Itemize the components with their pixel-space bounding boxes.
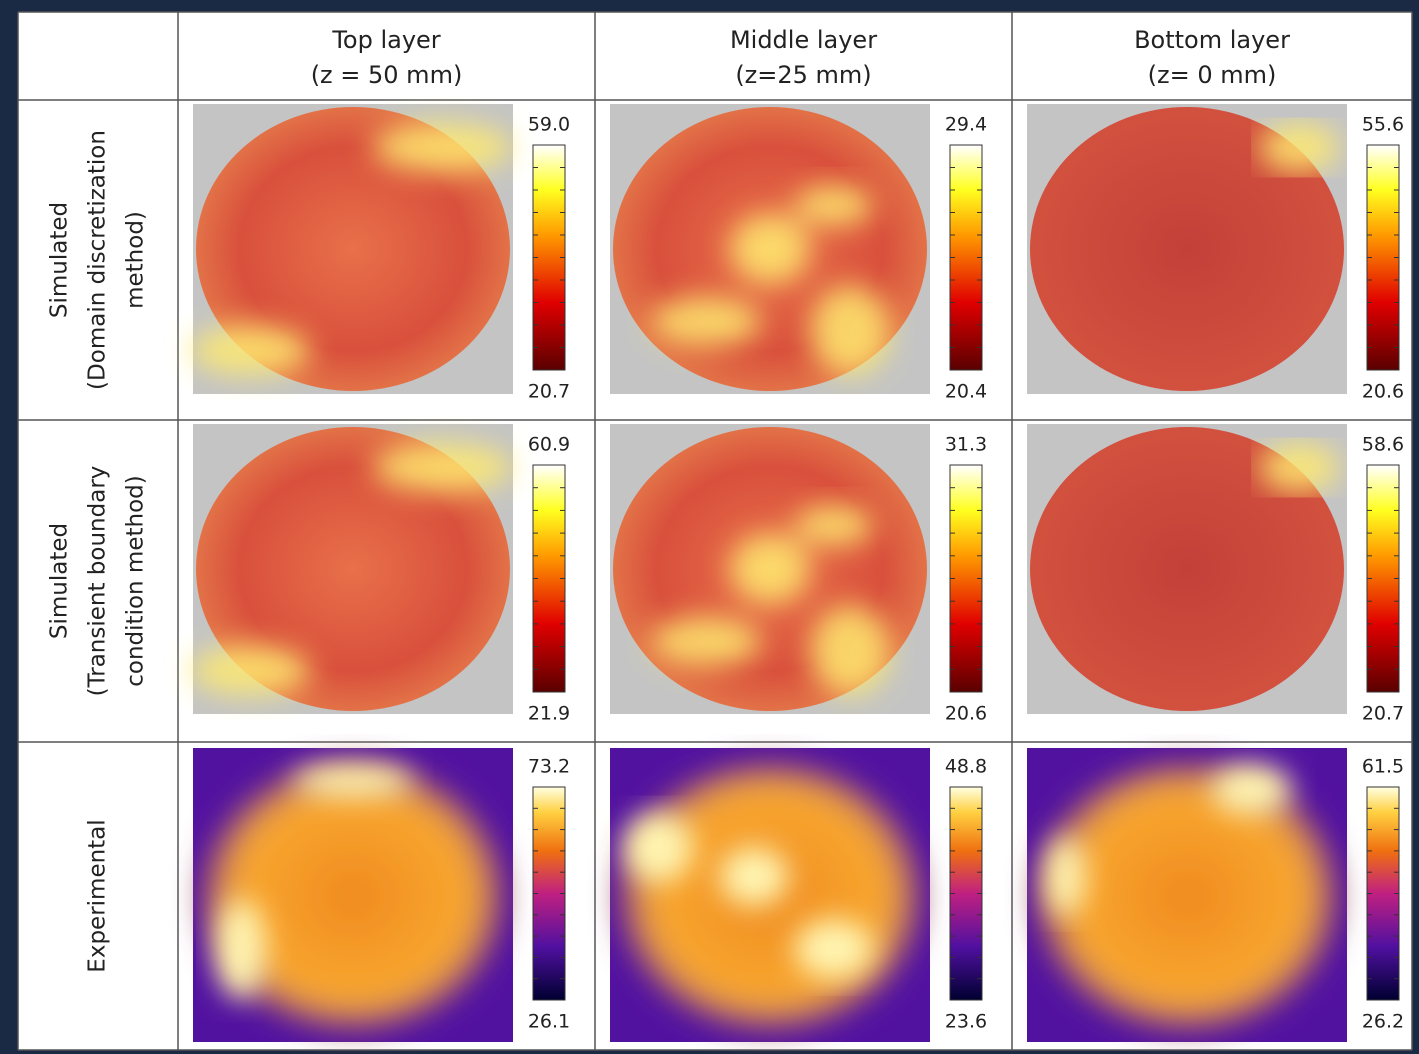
column-header: (z = 50 mm) (311, 61, 463, 89)
colorbar-max: 55.6 (1362, 114, 1404, 136)
hot-spot (1259, 443, 1339, 493)
heatmap-image (193, 748, 513, 1042)
heatmap-image (610, 104, 930, 394)
hot-spot (1259, 123, 1339, 173)
hot-spot (730, 534, 810, 604)
heatmap-image (1027, 748, 1347, 1042)
column-header: Top layer (331, 26, 440, 54)
hot-spot (623, 813, 693, 883)
figure: Top layer (z = 50 mm) Middle layer (z=25 mm… (0, 0, 1419, 1054)
column-header: (z= 0 mm) (1148, 61, 1277, 89)
colorbar-max: 58.6 (1362, 434, 1404, 456)
row-label: Experimental (85, 819, 111, 972)
colorbar-min: 21.9 (528, 703, 570, 725)
hot-spot (651, 617, 761, 667)
hot-spot (191, 326, 311, 376)
colorbar-max: 60.9 (528, 434, 570, 456)
heatmap-image (191, 104, 513, 394)
row-label: (Domain discretization (85, 130, 111, 390)
row-label: Simulated (47, 523, 73, 639)
hot-spot (719, 847, 789, 907)
hot-spot (373, 443, 513, 493)
colorbar-min: 26.1 (528, 1011, 570, 1033)
hot-spot (810, 605, 890, 695)
colorbar-min: 20.7 (528, 381, 570, 403)
heatmap-highlights (1259, 443, 1339, 493)
column-header: Bottom layer (1134, 26, 1290, 54)
row-label: method) (123, 211, 149, 309)
colorbar-max: 59.0 (528, 114, 570, 136)
colorbar-min: 20.7 (1362, 703, 1404, 725)
page: {"header": {"columns": [["Top layer", "(… (0, 0, 1419, 1054)
hot-spot (794, 506, 874, 546)
colorbar-min: 23.6 (945, 1011, 987, 1033)
row-label: condition method) (123, 475, 149, 686)
colorbar-min: 26.2 (1362, 1011, 1404, 1033)
hot-spot (794, 919, 874, 979)
colorbar-max: 73.2 (528, 756, 570, 778)
hot-spot (1045, 837, 1085, 917)
hot-spot (651, 297, 761, 347)
row-label: Simulated (47, 202, 73, 318)
column-header: (z=25 mm) (735, 61, 871, 89)
heatmap-image (1027, 424, 1347, 714)
row-label: (Transient boundary (85, 466, 111, 697)
heatmap-image (1027, 104, 1347, 394)
hot-spot (794, 186, 874, 226)
heatmap-image (610, 748, 930, 1042)
colorbar-min: 20.4 (945, 381, 987, 403)
column-header: Middle layer (730, 26, 877, 54)
colorbar-min: 20.6 (1362, 381, 1404, 403)
hot-spot (293, 765, 413, 797)
hot-spot (191, 646, 311, 696)
heatmap-image (191, 424, 513, 714)
heatmap-image (610, 424, 930, 714)
hot-spot (216, 899, 266, 999)
hot-spot (810, 285, 890, 375)
colorbar-max: 61.5 (1362, 756, 1404, 778)
hot-spot (373, 123, 513, 173)
colorbar-min: 20.6 (945, 703, 987, 725)
hot-spot (1211, 765, 1291, 815)
heatmap-highlights (1259, 123, 1339, 173)
hot-spot (730, 214, 810, 284)
colorbar-max: 29.4 (945, 114, 987, 136)
colorbar-max: 48.8 (945, 756, 987, 778)
colorbar-max: 31.3 (945, 434, 987, 456)
